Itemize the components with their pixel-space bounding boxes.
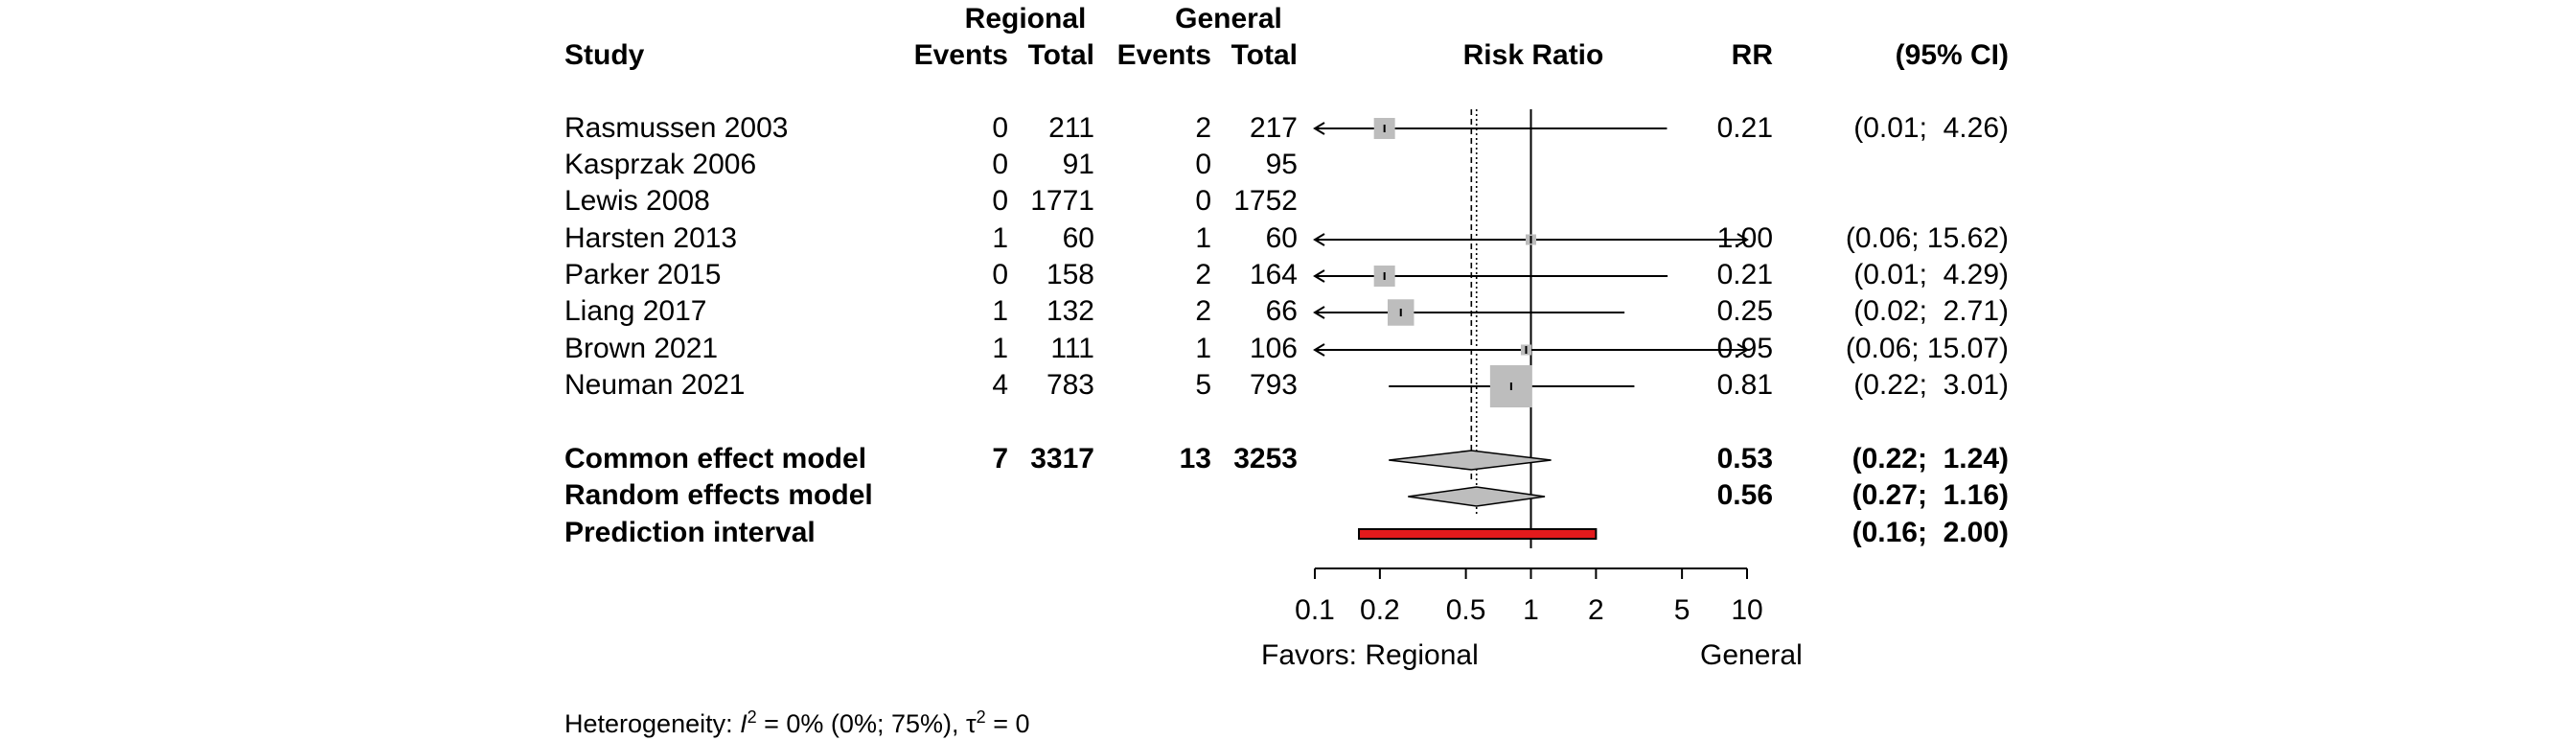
header-regional: Regional [964,3,1087,35]
summary-r-total: 3317 [1030,443,1094,475]
study-name: Parker 2015 [564,259,722,290]
study-r-total: 132 [1046,295,1094,327]
study-r-total: 91 [1062,149,1094,180]
ci-arrow-right [1736,233,1749,246]
study-g-total: 106 [1249,333,1298,364]
header-general-events: Events [1116,39,1211,71]
study-rr-text: 0.25 [1716,295,1773,327]
study-ci-text: (0.06; 15.62) [1845,222,2009,254]
study-r-events: 1 [992,222,1008,254]
random-effects-diamond [1408,486,1546,507]
study-name: Brown 2021 [564,333,719,364]
ci-arrow-left [1313,269,1325,283]
study-g-events: 2 [1195,295,1211,327]
summary-g-total: 3253 [1233,443,1298,475]
summary-rr-text: 0.56 [1716,479,1773,511]
x-tick-label: 0.2 [1360,594,1400,626]
header-general-total: Total [1230,39,1298,71]
header-general: General [1175,3,1282,35]
header-risk-ratio: Risk Ratio [1462,39,1604,71]
header-regional-events: Events [913,39,1008,71]
study-g-total: 217 [1249,112,1298,144]
study-r-events: 1 [992,295,1008,327]
favors-regional-label: Favors: Regional [1261,639,1479,671]
x-tick-label: 5 [1674,594,1690,626]
study-ci-text: (0.01; 4.26) [1853,112,2009,144]
x-tick-label: 2 [1588,594,1604,626]
study-g-total: 60 [1265,222,1298,254]
study-rr-text: 0.81 [1716,369,1773,401]
study-name: Kasprzak 2006 [564,149,757,180]
study-g-events: 2 [1195,112,1211,144]
ci-arrow-right [1736,343,1749,357]
study-g-events: 5 [1195,369,1211,401]
study-r-total: 111 [1050,333,1094,364]
study-g-events: 1 [1195,333,1211,364]
study-rr-text: 0.21 [1716,259,1773,290]
x-tick-label: 0.1 [1295,594,1335,626]
study-ci-text: (0.01; 4.29) [1853,259,2009,290]
study-g-events: 1 [1195,222,1211,254]
ci-arrow-left [1313,122,1325,135]
study-ci-text: (0.02; 2.71) [1853,295,2009,327]
summary-rr-text: 0.53 [1716,443,1773,475]
study-r-events: 0 [992,259,1008,290]
study-name: Rasmussen 2003 [564,112,789,144]
study-name: Liang 2017 [564,295,707,327]
study-r-events: 0 [992,149,1008,180]
heterogeneity-text: Heterogeneity: I2 = 0% (0%; 75%), τ2 = 0 [564,707,1030,738]
study-ci-text: (0.06; 15.07) [1845,333,2009,364]
study-r-events: 1 [992,333,1008,364]
header-ci: (95% CI) [1895,39,2009,71]
study-rr-text: 0.21 [1716,112,1773,144]
prediction-interval-bar [1358,528,1598,540]
common-effect-diamond [1389,450,1552,471]
ci-arrow-left [1313,233,1325,246]
study-r-events: 0 [992,112,1008,144]
study-r-total: 158 [1046,259,1094,290]
summary-g-events: 13 [1179,443,1211,475]
summary-ci-text: (0.27; 1.16) [1852,479,2009,511]
study-g-total: 66 [1265,295,1298,327]
ci-arrow-left [1313,306,1325,319]
study-g-total: 1752 [1233,185,1298,217]
study-name: Harsten 2013 [564,222,738,254]
study-g-events: 2 [1195,259,1211,290]
study-g-events: 0 [1195,185,1211,217]
header-rr: RR [1731,39,1773,71]
study-r-total: 211 [1048,112,1094,144]
header-regional-total: Total [1027,39,1094,71]
x-tick-label: 0.5 [1446,594,1486,626]
study-g-events: 0 [1195,149,1211,180]
x-tick-label: 10 [1731,594,1762,626]
study-name: Lewis 2008 [564,185,710,217]
header-study: Study [564,39,645,71]
study-r-total: 1771 [1030,185,1094,217]
x-tick-label: 1 [1523,594,1539,626]
study-ci-text: (0.22; 3.01) [1853,369,2009,401]
ci-arrow-left [1313,343,1325,357]
summary-name: Random effects model [564,479,873,511]
summary-ci-text: (0.22; 1.24) [1852,443,2009,475]
study-r-total: 783 [1046,369,1094,401]
study-g-total: 95 [1265,149,1298,180]
study-g-total: 793 [1249,369,1298,401]
summary-ci-text: (0.16; 2.00) [1852,517,2009,548]
summary-name: Common effect model [564,443,867,475]
favors-general-label: General [1700,639,1803,671]
summary-r-events: 7 [992,443,1008,475]
study-r-events: 0 [992,185,1008,217]
study-r-total: 60 [1062,222,1094,254]
study-name: Neuman 2021 [564,369,746,401]
study-r-events: 4 [992,369,1008,401]
summary-name: Prediction interval [564,517,816,548]
study-g-total: 164 [1249,259,1298,290]
